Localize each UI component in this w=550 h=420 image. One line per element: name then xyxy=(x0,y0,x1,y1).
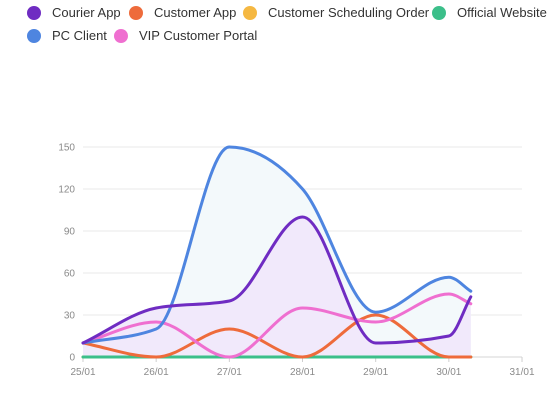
y-tick-label-30: 30 xyxy=(64,311,76,322)
legend-label-pc-client: PC Client xyxy=(52,28,107,43)
legend-label-customer-app: Customer App xyxy=(154,5,237,20)
y-tick-label-0: 0 xyxy=(69,353,75,364)
legend-swatch-customer-app xyxy=(129,5,143,20)
legend-item-vip-customer-portal[interactable]: VIP Customer Portal xyxy=(114,28,257,43)
x-tick-label-0: 25/01 xyxy=(70,367,95,378)
x-tick-label-4: 29/01 xyxy=(363,367,388,378)
legend-swatch-vip-customer-portal xyxy=(114,28,128,43)
legend-swatch-customer-scheduling-order xyxy=(243,5,257,20)
series-line-pc-client xyxy=(81,145,473,345)
y-tick-label-90: 90 xyxy=(64,227,76,238)
legend-item-pc-client[interactable]: PC Client xyxy=(27,28,107,43)
legend-swatch-official-website xyxy=(432,5,446,20)
legend-label-courier-app: Courier App xyxy=(52,5,121,20)
series-line-vip-customer-portal xyxy=(81,292,473,359)
legend-label-vip-customer-portal: VIP Customer Portal xyxy=(139,28,258,43)
legend-item-customer-app[interactable]: Customer App xyxy=(129,5,236,20)
x-tick-label-6: 31/01 xyxy=(510,367,535,378)
series-line-courier-app xyxy=(81,215,473,345)
legend-item-courier-app[interactable]: Courier App xyxy=(27,5,121,20)
legend-label-official-website: Official Website xyxy=(457,5,547,20)
legend-item-customer-scheduling-order[interactable]: Customer Scheduling Order xyxy=(243,5,429,20)
legend-label-customer-scheduling-order: Customer Scheduling Order xyxy=(268,5,430,20)
x-tick-label-2: 27/01 xyxy=(217,367,242,378)
legend-swatch-pc-client xyxy=(27,28,41,43)
y-tick-label-60: 60 xyxy=(64,269,76,280)
legend-item-official-website[interactable]: Official Website xyxy=(432,5,547,20)
area-fill-courier-app xyxy=(83,217,471,357)
x-tick-label-3: 28/01 xyxy=(290,367,315,378)
y-tick-label-150: 150 xyxy=(58,143,75,154)
legend-swatch-courier-app xyxy=(27,5,41,20)
series-line-customer-app xyxy=(81,313,473,359)
x-tick-label-5: 30/01 xyxy=(436,367,461,378)
x-tick-label-1: 26/01 xyxy=(144,367,169,378)
y-tick-label-120: 120 xyxy=(58,185,75,196)
